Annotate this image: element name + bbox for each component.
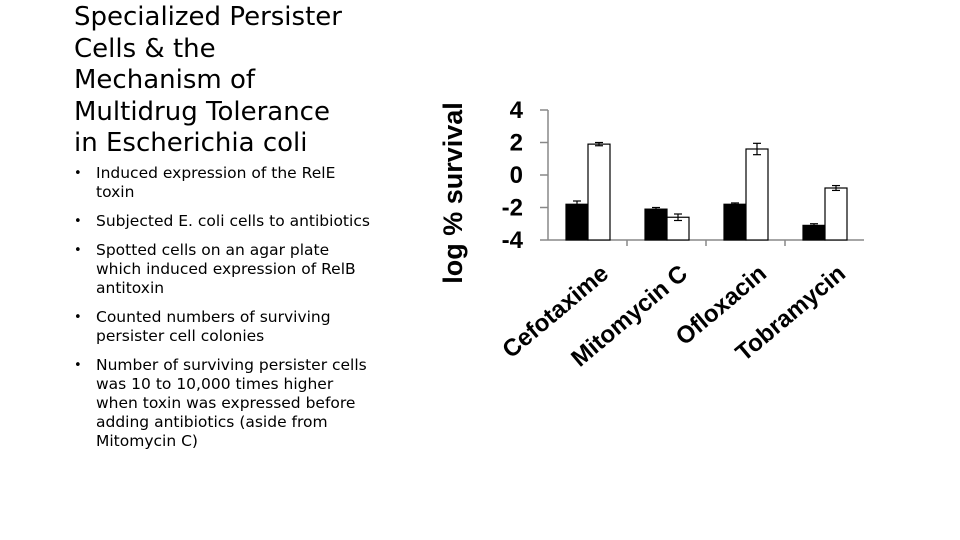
- bar: [644, 208, 668, 241]
- bullet-dot: •: [74, 166, 82, 181]
- y-tick-label: -2: [502, 195, 523, 222]
- title-line: Cells & the: [74, 33, 216, 64]
- slide-title: Specialized Persister Cells & the Mechan…: [74, 2, 374, 160]
- bullet-item: • Subjected E. coli cells to antibiotics: [72, 212, 372, 231]
- bullet-text: Spotted cells on an agar plate which ind…: [96, 241, 356, 297]
- y-axis-label: log % survival: [438, 102, 468, 284]
- title-line: Multidrug Tolerance: [74, 96, 330, 127]
- bullet-dot: •: [74, 310, 82, 325]
- bullet-dot: •: [74, 243, 82, 258]
- bullet-item: • Counted numbers of surviving persister …: [72, 308, 372, 346]
- y-tick-label: 4: [510, 97, 524, 124]
- y-tick-label: 0: [510, 162, 523, 189]
- bullet-item: • Induced expression of the RelE toxin: [72, 164, 372, 202]
- bullet-text: Number of surviving persister cells was …: [96, 356, 367, 450]
- bullet-list: • Induced expression of the RelE toxin • S…: [72, 164, 372, 461]
- bullet-text: Induced expression of the RelE toxin: [96, 164, 336, 201]
- bullet-item: • Number of surviving persister cells was…: [72, 356, 372, 451]
- title-line: Mechanism of: [74, 65, 256, 95]
- bullet-item: • Spotted cells on an agar plate which in…: [72, 241, 372, 298]
- title-line: in Escherichia coli: [74, 128, 308, 158]
- bullet-text: Subjected E. coli cells to antibiotics: [96, 212, 370, 230]
- bar: [723, 203, 747, 241]
- bar: [824, 187, 848, 241]
- bullet-text: Counted numbers of surviving persister c…: [96, 308, 331, 345]
- bar: [565, 203, 589, 241]
- title-line: Specialized Persister: [74, 2, 342, 32]
- bar: [745, 148, 769, 241]
- bullet-dot: •: [74, 358, 82, 373]
- y-tick-label: 2: [510, 130, 523, 157]
- bar: [587, 143, 611, 241]
- bullet-dot: •: [74, 214, 82, 229]
- y-tick-label: -4: [502, 227, 524, 254]
